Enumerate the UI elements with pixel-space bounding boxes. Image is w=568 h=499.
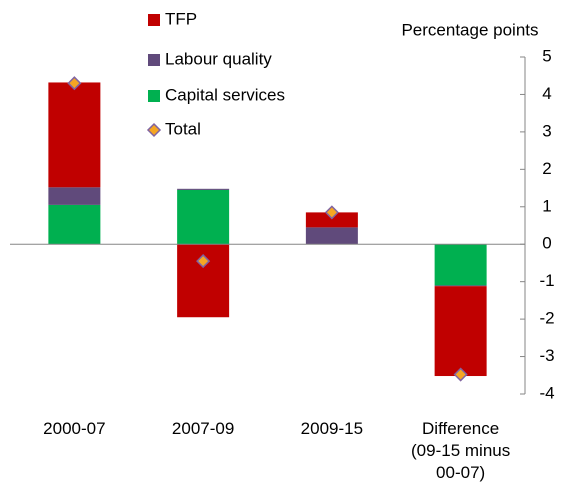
y-tick-label: 1: [542, 196, 551, 215]
y-tick-label: 0: [542, 234, 551, 253]
legend-label: Total: [165, 119, 201, 138]
bar-segment: [48, 82, 101, 188]
y-tick-label: 4: [542, 84, 551, 103]
y-tick-label: 5: [542, 46, 551, 65]
bar-segment: [177, 188, 230, 190]
bar-segment: [177, 189, 230, 245]
legend-swatch: [148, 90, 160, 102]
bar-segment: [434, 285, 487, 287]
bar-segment: [434, 286, 487, 377]
bar-segment: [48, 187, 101, 205]
x-tick-label: Difference (09-15 minus 00-07): [411, 419, 511, 482]
y-tick-label: -2: [539, 309, 554, 328]
x-tick-label: 2009-15: [300, 419, 364, 438]
y-tick-label: 2: [542, 159, 551, 178]
total-marker: [67, 76, 82, 91]
x-tick-label: 2007-09: [171, 419, 235, 438]
legend-swatch: [148, 54, 160, 66]
x-tick-label: 2000-07: [43, 419, 106, 438]
bar-segment: [305, 212, 358, 228]
y-axis-title: Percentage points: [401, 20, 538, 39]
legend-label: TFP: [165, 9, 197, 28]
bar-segment: [434, 244, 487, 286]
y-tick-label: -3: [539, 346, 554, 365]
legend-label: Capital services: [165, 85, 285, 104]
legend-swatch: [148, 14, 160, 26]
total-marker: [324, 205, 339, 220]
total-marker: [196, 254, 211, 269]
y-tick-label: -4: [539, 383, 554, 402]
legend-marker: [146, 122, 162, 138]
y-tick-label: -1: [539, 271, 554, 290]
y-tick-label: 3: [542, 121, 551, 140]
bar-segment: [48, 204, 101, 245]
legend-label: Labour quality: [165, 49, 272, 68]
total-marker: [453, 367, 468, 382]
bar-segment: [305, 227, 358, 245]
